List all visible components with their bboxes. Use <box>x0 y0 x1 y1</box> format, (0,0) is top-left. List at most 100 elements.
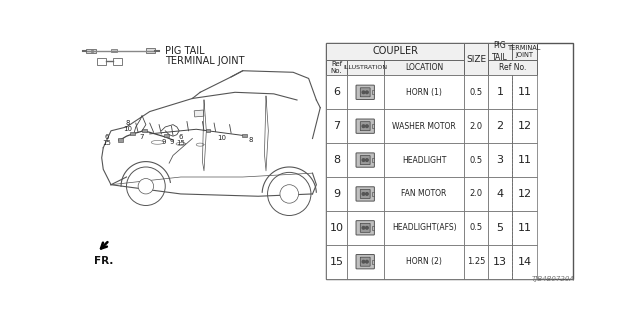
Text: TERMINAL JOINT: TERMINAL JOINT <box>165 57 244 67</box>
Bar <box>372 226 374 230</box>
Text: 11: 11 <box>518 223 532 233</box>
Text: 10: 10 <box>218 135 227 141</box>
Bar <box>513 177 537 211</box>
Text: TERMINAL
JOINT: TERMINAL JOINT <box>508 45 541 58</box>
Bar <box>146 48 155 53</box>
Bar <box>488 245 513 279</box>
Text: PIG
TAIL: PIG TAIL <box>492 41 508 61</box>
Circle shape <box>280 185 298 203</box>
Bar <box>488 43 513 60</box>
Bar <box>326 211 347 245</box>
Bar <box>513 143 537 177</box>
Text: 9: 9 <box>161 139 166 145</box>
Bar <box>118 139 123 141</box>
Bar <box>347 245 384 279</box>
Circle shape <box>365 159 368 161</box>
Text: FR.: FR. <box>93 256 113 266</box>
Bar <box>465 43 488 75</box>
Text: 7: 7 <box>140 134 144 140</box>
Bar <box>326 143 347 177</box>
Bar <box>513 211 537 245</box>
Text: COUPLER: COUPLER <box>372 46 419 57</box>
Text: 8: 8 <box>126 120 131 126</box>
Circle shape <box>362 91 365 94</box>
Bar <box>384 245 465 279</box>
Bar <box>384 177 465 211</box>
Text: 15: 15 <box>102 140 111 146</box>
FancyBboxPatch shape <box>356 221 374 235</box>
FancyBboxPatch shape <box>356 85 374 100</box>
Text: 12: 12 <box>518 189 532 199</box>
Text: 10: 10 <box>330 223 344 233</box>
Circle shape <box>127 167 165 205</box>
Bar <box>513 245 537 279</box>
Bar <box>326 60 347 75</box>
Text: 9: 9 <box>169 139 173 145</box>
Text: 13: 13 <box>493 257 507 267</box>
Text: 1: 1 <box>497 87 504 97</box>
FancyBboxPatch shape <box>356 119 374 133</box>
Circle shape <box>362 159 365 161</box>
Bar <box>326 75 347 109</box>
Text: HORN (1): HORN (1) <box>406 88 442 97</box>
Bar <box>131 132 135 135</box>
Text: 2.0: 2.0 <box>470 122 483 131</box>
Bar <box>465 211 488 245</box>
Bar <box>488 211 513 245</box>
Bar <box>384 60 465 75</box>
Bar <box>465 245 488 279</box>
Text: 11: 11 <box>518 87 532 97</box>
FancyBboxPatch shape <box>356 187 374 201</box>
FancyBboxPatch shape <box>360 257 370 266</box>
Bar <box>384 143 465 177</box>
Text: 11: 11 <box>518 155 532 165</box>
Bar <box>347 75 384 109</box>
Text: FAN MOTOR: FAN MOTOR <box>401 189 447 198</box>
Circle shape <box>365 193 368 195</box>
Circle shape <box>365 260 368 263</box>
Bar <box>513 75 537 109</box>
Text: 0.5: 0.5 <box>470 88 483 97</box>
Text: 2: 2 <box>497 121 504 131</box>
Text: HEADLIGHT: HEADLIGHT <box>402 156 446 164</box>
FancyBboxPatch shape <box>356 153 374 167</box>
Text: HORN (2): HORN (2) <box>406 257 442 266</box>
Bar <box>142 129 147 132</box>
Bar <box>384 211 465 245</box>
Text: 8: 8 <box>248 137 253 143</box>
Text: 5: 5 <box>497 223 504 233</box>
Bar <box>113 59 122 65</box>
FancyBboxPatch shape <box>360 88 370 97</box>
Circle shape <box>365 91 368 94</box>
Text: 10: 10 <box>124 126 132 132</box>
Bar <box>91 50 93 52</box>
Bar <box>372 124 374 128</box>
Text: 0.5: 0.5 <box>470 156 483 164</box>
Bar <box>326 245 347 279</box>
Text: TJB4B0720A: TJB4B0720A <box>531 276 575 282</box>
Text: 15: 15 <box>176 140 185 146</box>
Bar <box>384 109 465 143</box>
Circle shape <box>362 125 365 127</box>
Circle shape <box>365 227 368 229</box>
Text: 4: 4 <box>497 189 504 199</box>
Bar <box>488 60 537 75</box>
FancyBboxPatch shape <box>360 156 370 164</box>
Bar <box>86 49 95 53</box>
Text: 15: 15 <box>330 257 344 267</box>
Bar <box>194 110 204 117</box>
Text: 12: 12 <box>518 121 532 131</box>
Text: 3: 3 <box>497 155 504 165</box>
Text: 6: 6 <box>105 134 109 140</box>
Text: 0.5: 0.5 <box>470 223 483 232</box>
Bar <box>347 143 384 177</box>
Bar <box>326 43 465 60</box>
Bar <box>326 177 347 211</box>
FancyBboxPatch shape <box>360 122 370 131</box>
FancyBboxPatch shape <box>356 254 374 269</box>
Bar <box>372 260 374 264</box>
Bar <box>347 60 384 75</box>
Bar <box>347 211 384 245</box>
FancyBboxPatch shape <box>360 189 370 198</box>
Text: ILLUSTRATION: ILLUSTRATION <box>343 65 387 70</box>
